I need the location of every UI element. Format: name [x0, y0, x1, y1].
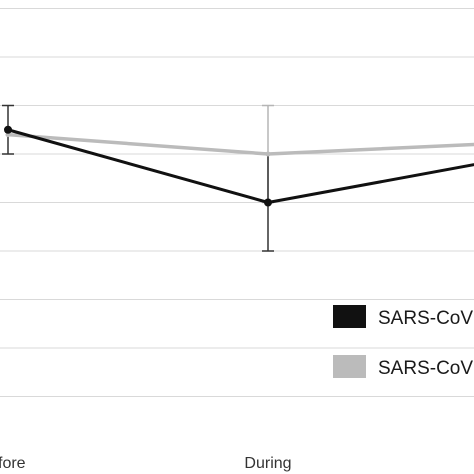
data-points [4, 125, 272, 207]
error-bars [2, 104, 274, 252]
legend: SARS-CoV SARS-CoV [333, 305, 473, 379]
x-tick-label-during: During [244, 455, 291, 472]
data-point-series-2 [265, 151, 271, 157]
legend-label-series-2: SARS-CoV [378, 358, 473, 379]
gridlines [0, 8, 474, 397]
legend-label-series-1: SARS-CoV [378, 308, 473, 329]
data-point-series-1 [4, 125, 12, 134]
series-lines [7, 128, 474, 204]
series-line-2 [7, 132, 474, 156]
legend-swatch-series-2 [333, 355, 366, 378]
legend-swatch-series-1 [333, 305, 366, 328]
x-tick-label-before: fore [0, 455, 26, 472]
data-point-series-1 [264, 198, 272, 207]
